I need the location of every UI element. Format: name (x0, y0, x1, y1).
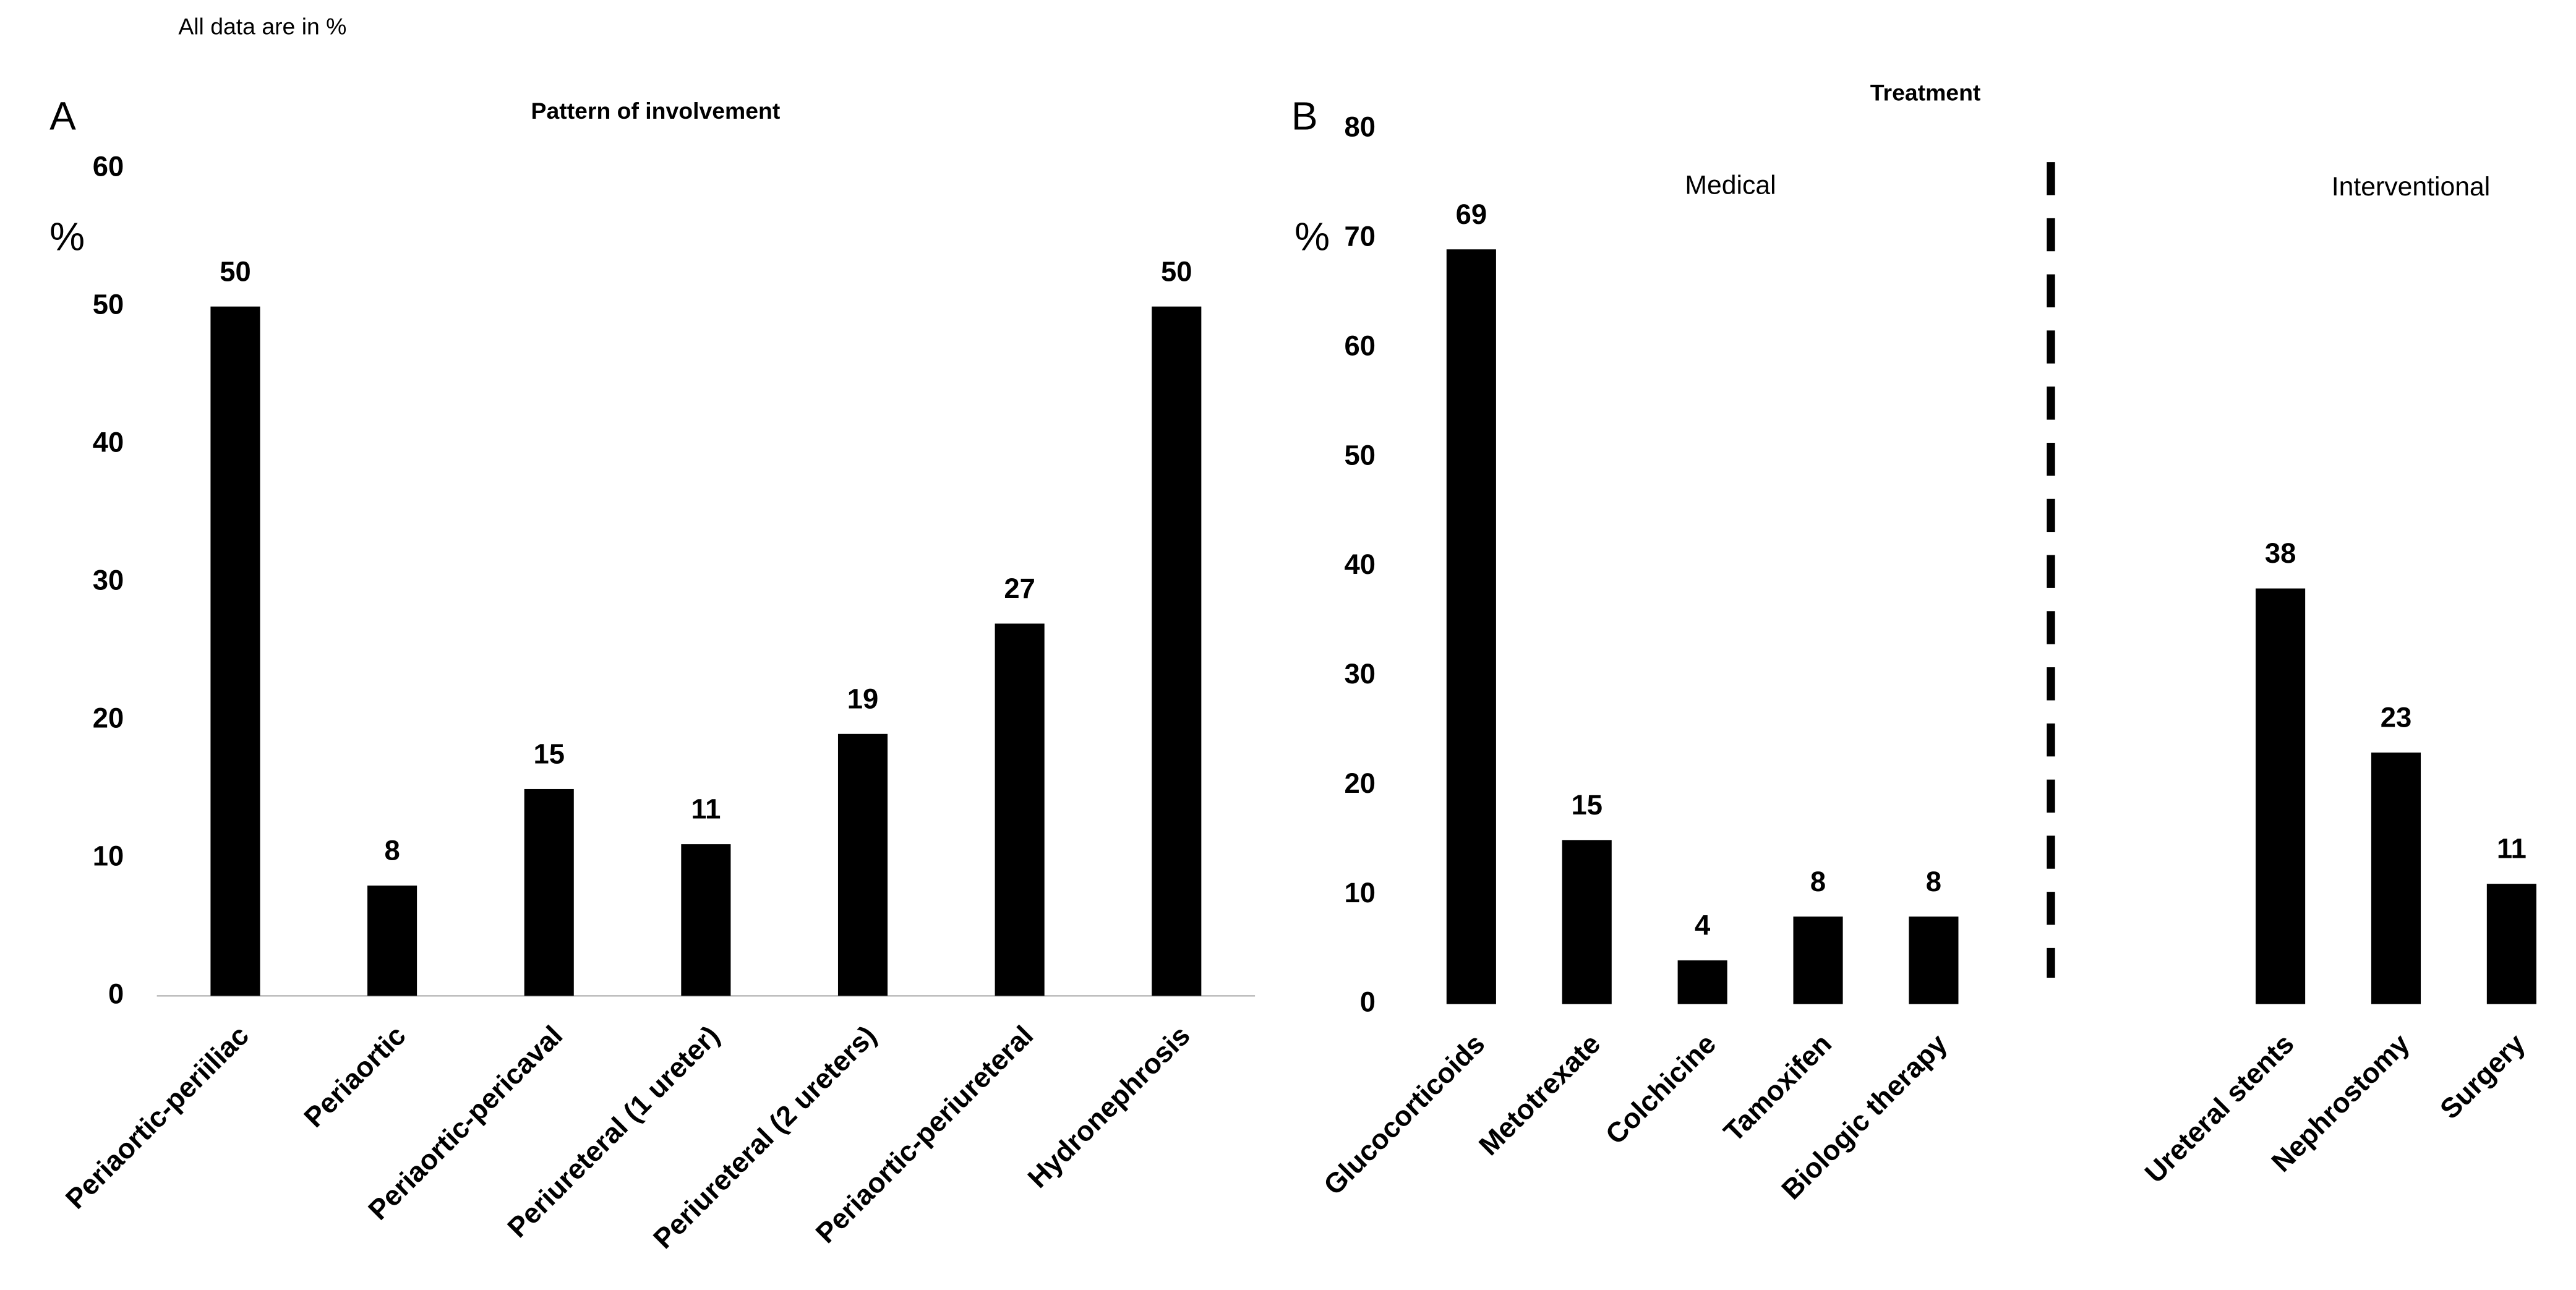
y-tick-label: 10 (1345, 877, 1376, 908)
value-label: 69 (1456, 199, 1487, 230)
y-tick-label: 50 (93, 289, 124, 320)
chart-title: Treatment (1870, 79, 1981, 105)
x-tick-label: Hydronephrosis (1022, 1020, 1196, 1194)
value-label: 11 (2497, 833, 2527, 865)
value-label: 15 (533, 738, 564, 770)
y-tick-label: 20 (1345, 767, 1376, 799)
value-label: 27 (1004, 573, 1035, 604)
y-tick-label: 40 (93, 427, 124, 458)
x-tick-label: Colchicine (1599, 1028, 1722, 1150)
bar (995, 623, 1045, 996)
value-label: 11 (691, 793, 721, 825)
y-tick-label: 60 (1345, 330, 1376, 361)
value-label: 50 (1161, 255, 1192, 287)
bar (2486, 884, 2536, 1004)
bar (1152, 306, 1202, 996)
x-tick-label: Surgery (2434, 1028, 2531, 1125)
x-tick-label: Metotrexate (1473, 1028, 1606, 1161)
y-axis-label: % (49, 214, 85, 258)
value-label: 8 (1926, 866, 1941, 897)
bar (681, 844, 731, 996)
value-label: 23 (2381, 701, 2411, 733)
value-label: 4 (1695, 910, 1710, 941)
y-tick-label: 70 (1345, 221, 1376, 252)
annotation: Interventional (2332, 172, 2490, 202)
panel-label: A (49, 94, 76, 139)
value-label: 8 (1810, 866, 1826, 897)
value-label: 8 (384, 835, 400, 866)
bar (1562, 840, 1612, 1004)
y-tick-label: 20 (93, 702, 124, 733)
y-tick-label: 0 (108, 978, 124, 1009)
bar (367, 886, 417, 996)
value-label: 15 (1572, 789, 1603, 821)
panel-label: B (1291, 94, 1318, 139)
y-tick-label: 30 (93, 565, 124, 596)
bar (1677, 960, 1727, 1004)
bar (210, 306, 260, 996)
value-label: 19 (847, 683, 878, 714)
x-tick-label: Periaortic (298, 1020, 412, 1134)
x-tick-label: Periaortic-periiliac (59, 1020, 255, 1215)
bar (2371, 752, 2421, 1004)
note: All data are in % (178, 14, 346, 40)
bar (2256, 588, 2306, 1004)
bar (837, 733, 888, 996)
y-tick-label: 10 (93, 840, 124, 871)
x-tick-label: Tamoxifen (1718, 1028, 1838, 1148)
y-axis-label: % (1294, 214, 1330, 258)
value-label: 38 (2265, 537, 2296, 569)
annotation: Medical (1685, 170, 1776, 200)
x-tick-label: Glucocorticoids (1317, 1028, 1491, 1201)
bar (1793, 916, 1843, 1004)
chart-title: Pattern of involvement (531, 98, 781, 124)
y-tick-label: 40 (1345, 549, 1376, 580)
y-tick-label: 60 (93, 151, 124, 182)
bar (1909, 916, 1959, 1004)
y-tick-label: 30 (1345, 658, 1376, 690)
bar (1446, 249, 1496, 1004)
bar (524, 788, 574, 996)
y-tick-label: 80 (1345, 111, 1376, 143)
value-label: 50 (220, 255, 250, 287)
y-tick-label: 0 (1360, 986, 1376, 1018)
y-tick-label: 50 (1345, 439, 1376, 471)
